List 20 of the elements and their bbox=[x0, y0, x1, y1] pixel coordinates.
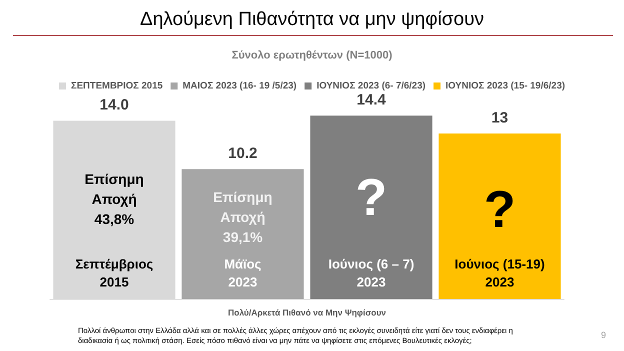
annotation: ? bbox=[355, 169, 388, 227]
legend-label: ΣΕΠΤΕΜΒΡΙΟΣ 2015 bbox=[70, 80, 164, 92]
x-tick-label: Μάϊος 2023 bbox=[224, 256, 262, 290]
chart-subtitle: Σύνολο ερωτηθέντων (N=1000) bbox=[232, 50, 393, 62]
chart-title: Δηλούμενη Πιθανότητα να μην ψηφίσουν bbox=[140, 9, 484, 30]
annotation: Επίσημη Αποχή 43,8% bbox=[84, 171, 144, 227]
x-tick-label: Σεπτέμβριος 2015 bbox=[75, 256, 154, 290]
x-tick-label: Ιούνιος (6 – 7) 2023 bbox=[328, 256, 414, 290]
x-axis-title: Πολύ/Αρκετά Πιθανό να Μην Ψηφίσουν bbox=[228, 308, 386, 318]
data-label: 10.2 bbox=[228, 145, 258, 162]
legend-label: ΙΟΥΝΙΟΣ 2023 (6- 7/6/23) bbox=[316, 80, 426, 92]
annotation: Επίσημη Αποχή 39,1% bbox=[213, 189, 272, 245]
x-tick-label: Ιούνιος (15-19) 2023 bbox=[454, 256, 545, 290]
text: 9 bbox=[600, 330, 606, 340]
data-label: 13 bbox=[491, 109, 508, 126]
data-label: 14.0 bbox=[100, 96, 129, 114]
legend-label: ΜΑΙΟΣ 2023 (16- 19 /5/23) bbox=[182, 80, 297, 92]
annotation: ? bbox=[484, 181, 516, 239]
data-label: 14.4 bbox=[356, 92, 386, 109]
legend-label: ΙΟΥΝΙΟΣ 2023 (15- 19/6/23) bbox=[446, 80, 566, 92]
